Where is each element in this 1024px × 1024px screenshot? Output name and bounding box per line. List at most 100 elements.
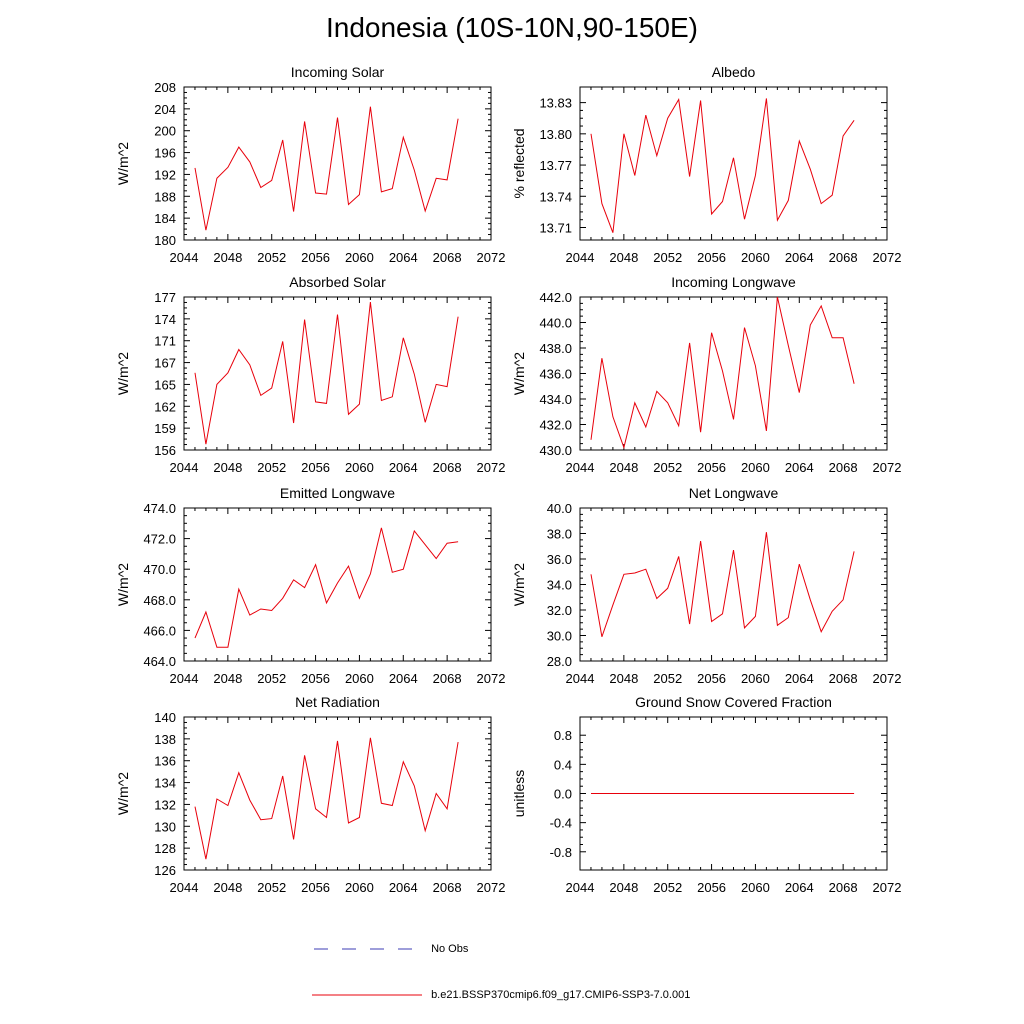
x-tick-label: 2048	[609, 671, 638, 686]
y-tick-label: 156	[154, 443, 176, 458]
y-tick-label: 13.77	[539, 158, 572, 173]
figure-title: Indonesia (10S-10N,90-150E)	[325, 12, 698, 43]
y-tick-label: 132	[154, 797, 176, 812]
y-tick-label: 0.0	[554, 787, 572, 802]
x-tick-label: 2056	[301, 460, 330, 475]
x-tick-label: 2044	[170, 671, 199, 686]
x-tick-label: 2060	[345, 460, 374, 475]
x-tick-label: 2048	[609, 880, 638, 895]
y-tick-label: 13.74	[539, 189, 572, 204]
y-tick-label: -0.4	[550, 816, 572, 831]
y-tick-label: 32.0	[547, 603, 572, 618]
x-tick-label: 2056	[697, 250, 726, 265]
series-line-1	[590, 296, 855, 450]
legend-solid-line-icon	[312, 994, 422, 996]
x-tick-label: 2052	[653, 460, 682, 475]
series-line-1	[590, 98, 855, 233]
x-tick-label: 2068	[433, 460, 462, 475]
x-tick-label: 2044	[566, 460, 595, 475]
y-tick-label: 171	[154, 334, 176, 349]
x-tick-label: 2048	[213, 250, 242, 265]
x-tick-label: 2044	[170, 250, 199, 265]
y-tick-label: 0.4	[554, 757, 572, 772]
y-axis-label: W/m^2	[511, 563, 527, 606]
y-tick-label: 442.0	[539, 290, 572, 305]
x-tick-label: 2060	[345, 880, 374, 895]
panel-title: Net Longwave	[689, 485, 779, 501]
plot-frame	[579, 296, 888, 451]
x-tick-label: 2048	[609, 460, 638, 475]
legend-dashed-line-icon	[314, 948, 420, 950]
plot-frame	[579, 86, 888, 241]
x-tick-label: 2068	[433, 671, 462, 686]
x-tick-label: 2052	[257, 460, 286, 475]
chart-panel-8: 2044 2048 2052 2056 2060 2064 2068 2072 -0.8 -0.4…	[511, 694, 901, 895]
x-tick-label: 2072	[477, 460, 506, 475]
y-tick-label: 128	[154, 841, 176, 856]
x-tick-label: 2072	[477, 250, 506, 265]
y-tick-label: 180	[154, 233, 176, 248]
y-axis-label: W/m^2	[115, 772, 131, 815]
x-tick-label: 2068	[433, 880, 462, 895]
x-tick-label: 2044	[170, 880, 199, 895]
y-tick-label: 13.83	[539, 96, 572, 111]
x-tick-label: 2068	[829, 460, 858, 475]
x-tick-label: 2044	[566, 880, 595, 895]
y-tick-label: 30.0	[547, 629, 572, 644]
y-tick-label: 432.0	[539, 418, 572, 433]
x-tick-label: 2060	[345, 250, 374, 265]
y-tick-label: 192	[154, 167, 176, 182]
x-tick-label: 2068	[829, 250, 858, 265]
x-tick-label: 2056	[301, 250, 330, 265]
y-tick-label: 126	[154, 863, 176, 878]
panel-title: Albedo	[712, 64, 756, 80]
y-tick-label: 36.0	[547, 552, 572, 567]
x-tick-label: 2072	[873, 460, 902, 475]
x-tick-label: 2064	[389, 671, 418, 686]
y-axis-label: W/m^2	[115, 352, 131, 395]
x-tick-label: 2056	[697, 880, 726, 895]
y-tick-label: 430.0	[539, 443, 572, 458]
y-tick-label: 174	[154, 312, 176, 327]
y-tick-label: 162	[154, 399, 176, 414]
y-tick-label: 40.0	[547, 501, 572, 516]
x-tick-label: 2056	[697, 460, 726, 475]
x-tick-label: 2064	[785, 880, 814, 895]
y-axis-label: W/m^2	[115, 563, 131, 606]
y-tick-label: 130	[154, 819, 176, 834]
y-tick-label: 436.0	[539, 367, 572, 382]
y-tick-label: 196	[154, 146, 176, 161]
series-line-1	[194, 737, 459, 860]
x-tick-label: 2068	[829, 671, 858, 686]
x-tick-label: 2056	[301, 880, 330, 895]
x-tick-label: 2048	[213, 671, 242, 686]
x-tick-label: 2060	[741, 671, 770, 686]
y-tick-label: 165	[154, 377, 176, 392]
chart-panel-2: 2044 2048 2052 2056 2060 2064 2068 2072 13.71 13.…	[511, 64, 901, 265]
chart-panel-1: 2044 2048 2052 2056 2060 2064 2068 2072 180 184 18…	[115, 64, 505, 265]
y-tick-label: 464.0	[143, 654, 176, 669]
plot-frame	[183, 716, 492, 871]
x-tick-label: 2064	[785, 460, 814, 475]
x-tick-label: 2060	[345, 671, 374, 686]
y-tick-label: 167	[154, 356, 176, 371]
panel-title: Incoming Longwave	[671, 274, 796, 290]
x-tick-label: 2044	[566, 250, 595, 265]
x-tick-label: 2056	[697, 671, 726, 686]
panel-title: Net Radiation	[295, 694, 380, 710]
chart-panel-4: 2044 2048 2052 2056 2060 2064 2068 2072 430.0 432…	[511, 274, 901, 475]
x-tick-label: 2068	[829, 880, 858, 895]
panel-title: Absorbed Solar	[289, 274, 386, 290]
x-tick-label: 2072	[477, 671, 506, 686]
x-tick-label: 2072	[873, 671, 902, 686]
x-tick-label: 2060	[741, 250, 770, 265]
y-axis-label: % reflected	[511, 128, 527, 198]
x-tick-label: 2048	[213, 460, 242, 475]
y-axis-label: W/m^2	[115, 142, 131, 185]
legend-label: b.e21.BSSP370cmip6.f09_g17.CMIP6-SSP3-7.…	[431, 988, 691, 1001]
x-tick-label: 2064	[785, 250, 814, 265]
y-tick-label: 38.0	[547, 527, 572, 542]
y-tick-label: 204	[154, 102, 176, 117]
y-axis-label: W/m^2	[511, 352, 527, 395]
